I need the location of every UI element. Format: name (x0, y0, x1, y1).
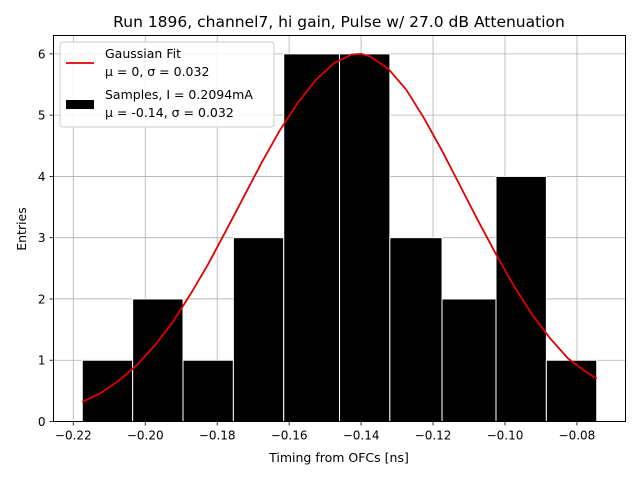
y-tick-label: 0 (38, 415, 46, 429)
legend-box (59, 41, 275, 128)
y-tick-label: 4 (38, 170, 46, 184)
histogram-bar (389, 237, 443, 422)
histogram-bar (182, 359, 234, 423)
legend-samples-label-line1: Samples, I = 0.2094mA (105, 87, 253, 102)
x-tick-label: −0.08 (559, 429, 596, 443)
histogram-bar (81, 359, 134, 423)
x-tick-label: −0.10 (487, 429, 524, 443)
x-tick-label: −0.14 (343, 429, 380, 443)
legend: Gaussian Fit μ = 0, σ = 0.032 Samples, I… (59, 41, 275, 128)
gaussian-fit (81, 52, 598, 403)
x-axis-label: Timing from OFCs [ns] (268, 450, 409, 465)
legend-samples-label-line2: μ = -0.14, σ = 0.032 (105, 105, 234, 120)
plot-frame (53, 35, 626, 422)
x-axis-ticks: −0.22 −0.20 −0.18 −0.16 −0.14 −0.12 −0.10 −0.08 (55, 421, 596, 443)
y-tick-label: 1 (38, 354, 46, 368)
x-tick-label: −0.12 (415, 429, 452, 443)
legend-fit-label-line2: μ = 0, σ = 0.032 (105, 64, 209, 79)
y-tick-label: 6 (38, 47, 46, 61)
chart-title: Run 1896, channel7, hi gain, Pulse w/ 27… (113, 13, 565, 31)
x-tick-label: −0.18 (199, 429, 236, 443)
histogram-bar (232, 237, 285, 422)
y-axis-ticks: 0 1 2 3 4 5 6 (38, 47, 54, 429)
fit-curve (81, 52, 598, 403)
histogram-bar (545, 359, 598, 423)
y-tick-label: 2 (38, 292, 46, 306)
x-tick-label: −0.20 (127, 429, 164, 443)
y-axis-label: Entries (14, 207, 29, 251)
histogram-bar (283, 53, 340, 422)
y-tick-label: 5 (38, 109, 46, 123)
histogram-bars (81, 53, 598, 423)
histogram-bar (339, 53, 391, 422)
x-tick-label: −0.22 (55, 429, 92, 443)
legend-samples-swatch (66, 100, 94, 109)
histogram-bar (441, 298, 497, 423)
y-tick-label: 3 (38, 231, 46, 245)
x-tick-label: −0.16 (271, 429, 308, 443)
legend-fit-label-line1: Gaussian Fit (105, 46, 181, 61)
